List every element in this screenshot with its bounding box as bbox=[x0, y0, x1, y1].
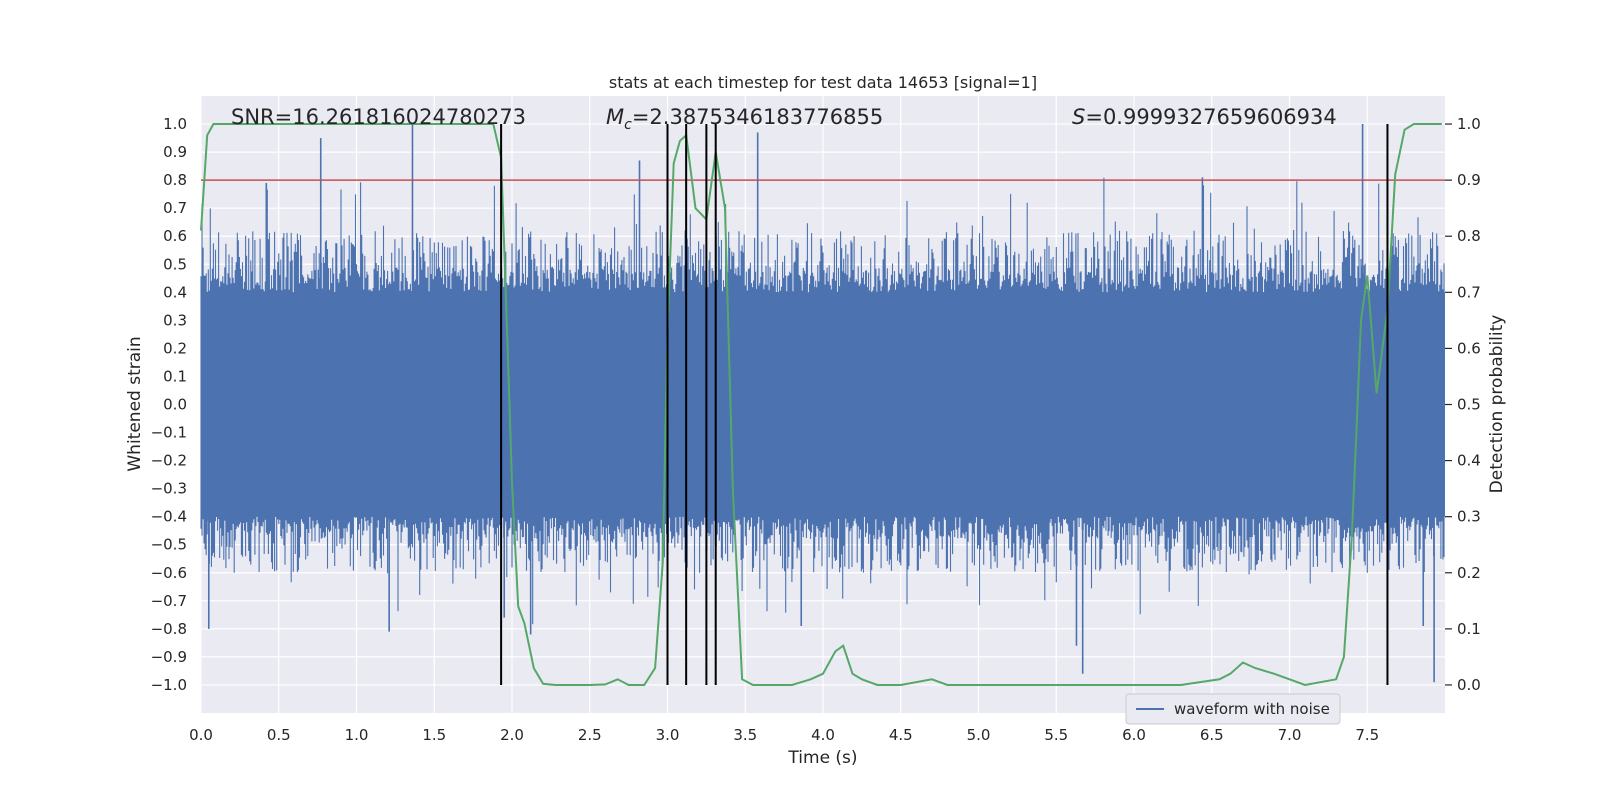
x-tick-label: 0.5 bbox=[267, 726, 291, 744]
snr-annotation: SNR=16.261816024780273 bbox=[231, 105, 526, 129]
strain-series bbox=[200, 124, 1445, 683]
y-left-tick-label: 0.3 bbox=[163, 311, 187, 329]
y-left-tick-labels: 1.0 0.9 0.8 0.7 0.6 0.5 0.4 0.3 0.2 0.1 0.0 −0.1 −0.… bbox=[151, 115, 187, 694]
y-right-tick-label: 0.0 bbox=[1457, 676, 1481, 694]
y-right-tick-label: 0.7 bbox=[1457, 283, 1481, 301]
strain-noise-trace bbox=[200, 177, 1445, 625]
y-right-tick-labels: 1.0 0.9 0.8 0.7 0.6 0.5 0.4 0.3 0.2 0.1 0.0 bbox=[1445, 115, 1481, 694]
y-left-tick-label: 0.5 bbox=[163, 255, 187, 273]
x-tick-label: 4.0 bbox=[811, 726, 835, 744]
y-left-tick-label: 0.1 bbox=[163, 367, 187, 385]
x-tick-label: 2.5 bbox=[578, 726, 602, 744]
y-right-tick-label: 1.0 bbox=[1457, 115, 1481, 133]
y-right-tick-label: 0.8 bbox=[1457, 227, 1481, 245]
y-left-tick-label: 0.4 bbox=[163, 283, 187, 301]
x-tick-label: 7.0 bbox=[1278, 726, 1302, 744]
legend-label-strain: waveform with noise bbox=[1174, 700, 1330, 718]
y-left-tick-label: 0.9 bbox=[163, 143, 187, 161]
y-left-tick-label: −1.0 bbox=[151, 676, 187, 694]
y-axis-label-left: Whitened strain bbox=[125, 336, 145, 471]
chirp-mass-annotation: Mc=2.3875346183776855 bbox=[606, 105, 883, 133]
x-tick-label: 4.5 bbox=[889, 726, 913, 744]
y-left-tick-label: −0.2 bbox=[151, 452, 187, 470]
y-left-tick-label: −0.8 bbox=[151, 620, 187, 638]
x-tick-label: 3.0 bbox=[656, 726, 680, 744]
y-left-tick-label: −0.4 bbox=[151, 508, 187, 526]
score-value: =0.9999327659606934 bbox=[1085, 105, 1336, 129]
x-tick-label: 3.5 bbox=[733, 726, 757, 744]
x-tick-label: 5.0 bbox=[967, 726, 991, 744]
y-left-tick-label: 0.0 bbox=[163, 396, 187, 414]
x-tick-labels: 0.0 0.5 1.0 1.5 2.0 2.5 3.0 3.5 4.0 4.5 5.0 5.5 6.0 6… bbox=[189, 726, 1379, 744]
y-left-tick-label: −0.3 bbox=[151, 480, 187, 498]
vertical-markers bbox=[500, 124, 1389, 685]
y-right-tick-label: 0.4 bbox=[1457, 452, 1481, 470]
chirp-mass-subscript: c bbox=[624, 117, 632, 133]
x-axis-label: Time (s) bbox=[787, 748, 857, 768]
probability-line bbox=[200, 123, 1442, 687]
y-right-tick-label: 0.5 bbox=[1457, 396, 1481, 414]
score-symbol: S bbox=[1072, 105, 1085, 129]
y-right-tick-label: 0.1 bbox=[1457, 620, 1481, 638]
y-left-tick-label: −0.5 bbox=[151, 536, 187, 554]
x-tick-label: 5.5 bbox=[1044, 726, 1068, 744]
x-tick-label: 1.5 bbox=[422, 726, 446, 744]
y-right-tick-label: 0.9 bbox=[1457, 171, 1481, 189]
x-tick-label: 1.0 bbox=[345, 726, 369, 744]
y-right-tick-label: 0.2 bbox=[1457, 564, 1481, 582]
y-right-tick-label: 0.3 bbox=[1457, 508, 1481, 526]
y-left-tick-label: 0.2 bbox=[163, 339, 187, 357]
y-left-tick-label: 0.7 bbox=[163, 199, 187, 217]
chirp-mass-symbol: M bbox=[606, 105, 624, 129]
chirp-mass-value: =2.3875346183776855 bbox=[632, 105, 883, 129]
y-left-tick-label: 0.6 bbox=[163, 227, 187, 245]
x-tick-label: 2.0 bbox=[500, 726, 524, 744]
y-left-tick-label: −0.9 bbox=[151, 648, 187, 666]
x-tick-label: 0.0 bbox=[189, 726, 213, 744]
x-tick-label: 7.5 bbox=[1355, 726, 1379, 744]
x-tick-label: 6.5 bbox=[1200, 726, 1224, 744]
probability-series bbox=[200, 123, 1442, 687]
score-annotation: S=0.9999327659606934 bbox=[1072, 105, 1337, 129]
y-left-tick-label: 0.8 bbox=[163, 171, 187, 189]
legend: waveform with noise bbox=[1125, 693, 1341, 725]
chart-title: stats at each timestep for test data 146… bbox=[609, 73, 1037, 92]
y-left-tick-label: 1.0 bbox=[163, 115, 187, 133]
x-tick-label: 6.0 bbox=[1122, 726, 1146, 744]
y-left-tick-label: −0.6 bbox=[151, 564, 187, 582]
y-left-tick-label: −0.7 bbox=[151, 592, 187, 610]
y-right-tick-label: 0.6 bbox=[1457, 339, 1481, 357]
y-left-tick-label: −0.1 bbox=[151, 424, 187, 442]
y-axis-label-right: Detection probability bbox=[1487, 315, 1507, 494]
legend-box bbox=[1125, 693, 1341, 725]
